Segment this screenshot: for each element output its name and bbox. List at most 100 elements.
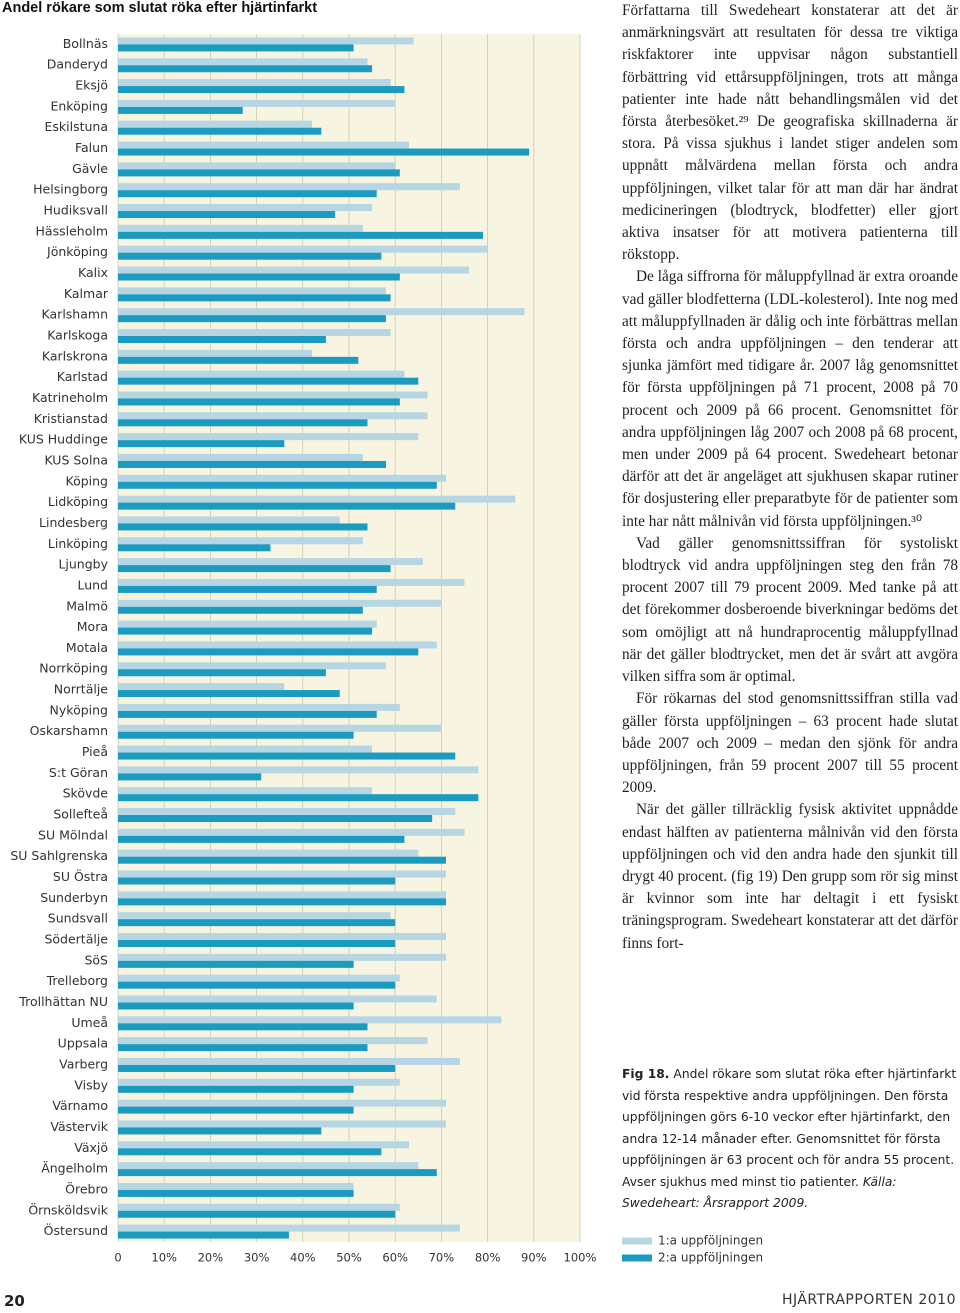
- y-tick-label: Södertälje: [44, 932, 108, 947]
- bar: [118, 933, 447, 940]
- y-tick-label: Ljungby: [58, 557, 108, 572]
- bar: [118, 433, 419, 441]
- bar: [118, 1002, 354, 1010]
- y-tick-label: Eksjö: [75, 78, 108, 93]
- x-tick-label: 20%: [198, 1251, 224, 1265]
- y-tick-label: Skövde: [63, 786, 109, 801]
- y-tick-label: Linköping: [48, 536, 108, 551]
- bar: [118, 273, 400, 281]
- bar: [118, 106, 243, 114]
- y-tick-label: SöS: [84, 952, 108, 967]
- x-tick-label: 30%: [244, 1251, 270, 1265]
- y-tick-label: Sollefteå: [53, 807, 108, 822]
- bar: [118, 65, 373, 73]
- bar: [118, 1057, 460, 1065]
- bar: [118, 960, 354, 968]
- y-tick-label: Malmö: [66, 598, 108, 613]
- bar: [118, 1162, 419, 1170]
- bar: [118, 294, 391, 302]
- x-tick-label: 80%: [475, 1251, 501, 1265]
- x-tick-label: 0: [114, 1251, 121, 1265]
- bar: [118, 398, 400, 406]
- y-tick-label: KUS Huddinge: [19, 432, 108, 447]
- y-tick-label: Östersund: [44, 1222, 108, 1238]
- bar: [118, 627, 373, 635]
- y-tick-label: Värnamo: [52, 1098, 108, 1113]
- paragraph: Vad gäller genomsnittssiffran för systol…: [622, 534, 958, 686]
- figure-caption: Fig 18. Andel rökare som slutat röka eft…: [622, 1064, 958, 1215]
- bar: [118, 710, 377, 718]
- bar: [118, 1127, 322, 1135]
- bar: [118, 523, 368, 531]
- bar: [118, 620, 377, 628]
- bar: [118, 1148, 382, 1156]
- paragraph: Författarna till Swedeheart konstaterar …: [622, 2, 958, 264]
- bar: [118, 606, 363, 614]
- bar: [118, 995, 437, 1003]
- x-tick-label: 60%: [382, 1251, 408, 1265]
- x-tick-label: 90%: [521, 1251, 547, 1265]
- bar: [118, 877, 396, 885]
- legend-swatch: [622, 1254, 652, 1262]
- bar: [118, 919, 396, 927]
- y-tick-label: Västervik: [50, 1119, 108, 1134]
- bar: [118, 356, 359, 364]
- y-tick-label: Mora: [77, 619, 108, 634]
- bar: [118, 141, 410, 149]
- bar: [118, 1044, 368, 1052]
- bar: [118, 599, 442, 607]
- bar: [118, 460, 386, 468]
- y-tick-label: Hässleholm: [36, 223, 108, 238]
- y-tick-label: Nyköping: [50, 702, 108, 717]
- chart-title: Andel rökare som slutat röka efter hjärt…: [2, 0, 317, 16]
- y-tick-label: SU Sahlgrenska: [10, 848, 108, 863]
- bar: [118, 516, 340, 524]
- y-tick-label: Kristianstad: [34, 411, 108, 426]
- y-tick-label: Lidköping: [48, 494, 108, 509]
- bar: [118, 370, 405, 378]
- legend-label: 1:a uppföljningen: [658, 1234, 763, 1248]
- x-tick-label: 10%: [151, 1251, 177, 1265]
- bar: [118, 856, 447, 864]
- bar: [118, 731, 354, 739]
- y-tick-label: Örnsköldsvik: [28, 1201, 108, 1217]
- bar: [118, 662, 386, 670]
- bar: [118, 981, 396, 989]
- y-tick-label: Umeå: [71, 1015, 108, 1030]
- bar: [118, 1106, 354, 1114]
- y-tick-label: Enköping: [50, 98, 108, 113]
- bar: [118, 537, 363, 545]
- bar: [118, 127, 322, 135]
- bar: [118, 183, 460, 191]
- legend-label: 2:a uppföljningen: [658, 1251, 763, 1265]
- bar: [118, 703, 400, 711]
- page-number: 20: [4, 1292, 25, 1310]
- y-tick-label: Lindesberg: [39, 515, 108, 530]
- y-tick-label: Bollnäs: [63, 36, 108, 51]
- bar: [118, 1023, 368, 1031]
- y-tick-label: SU Mölndal: [38, 827, 108, 842]
- bar: [118, 204, 373, 212]
- bar: [118, 37, 414, 45]
- bar: [118, 266, 470, 274]
- x-tick-label: 50%: [336, 1251, 362, 1265]
- x-tick-label: 40%: [290, 1251, 316, 1265]
- bar: [118, 315, 386, 323]
- y-tick-label: Jönköping: [46, 244, 108, 259]
- y-tick-label: Uppsala: [58, 1036, 108, 1051]
- bar: [118, 329, 391, 336]
- bar: [118, 578, 465, 586]
- bar: [118, 1224, 460, 1232]
- bar: [118, 211, 336, 219]
- bar: [118, 190, 377, 198]
- bar: [118, 308, 525, 316]
- bar: [118, 1210, 396, 1218]
- y-tick-label: Örebro: [65, 1180, 108, 1196]
- bar: [118, 162, 396, 170]
- legend-swatch: [622, 1237, 652, 1245]
- y-tick-label: Karlstad: [57, 369, 108, 384]
- y-tick-label: Visby: [74, 1077, 108, 1092]
- y-tick-label: Norrtälje: [54, 682, 109, 697]
